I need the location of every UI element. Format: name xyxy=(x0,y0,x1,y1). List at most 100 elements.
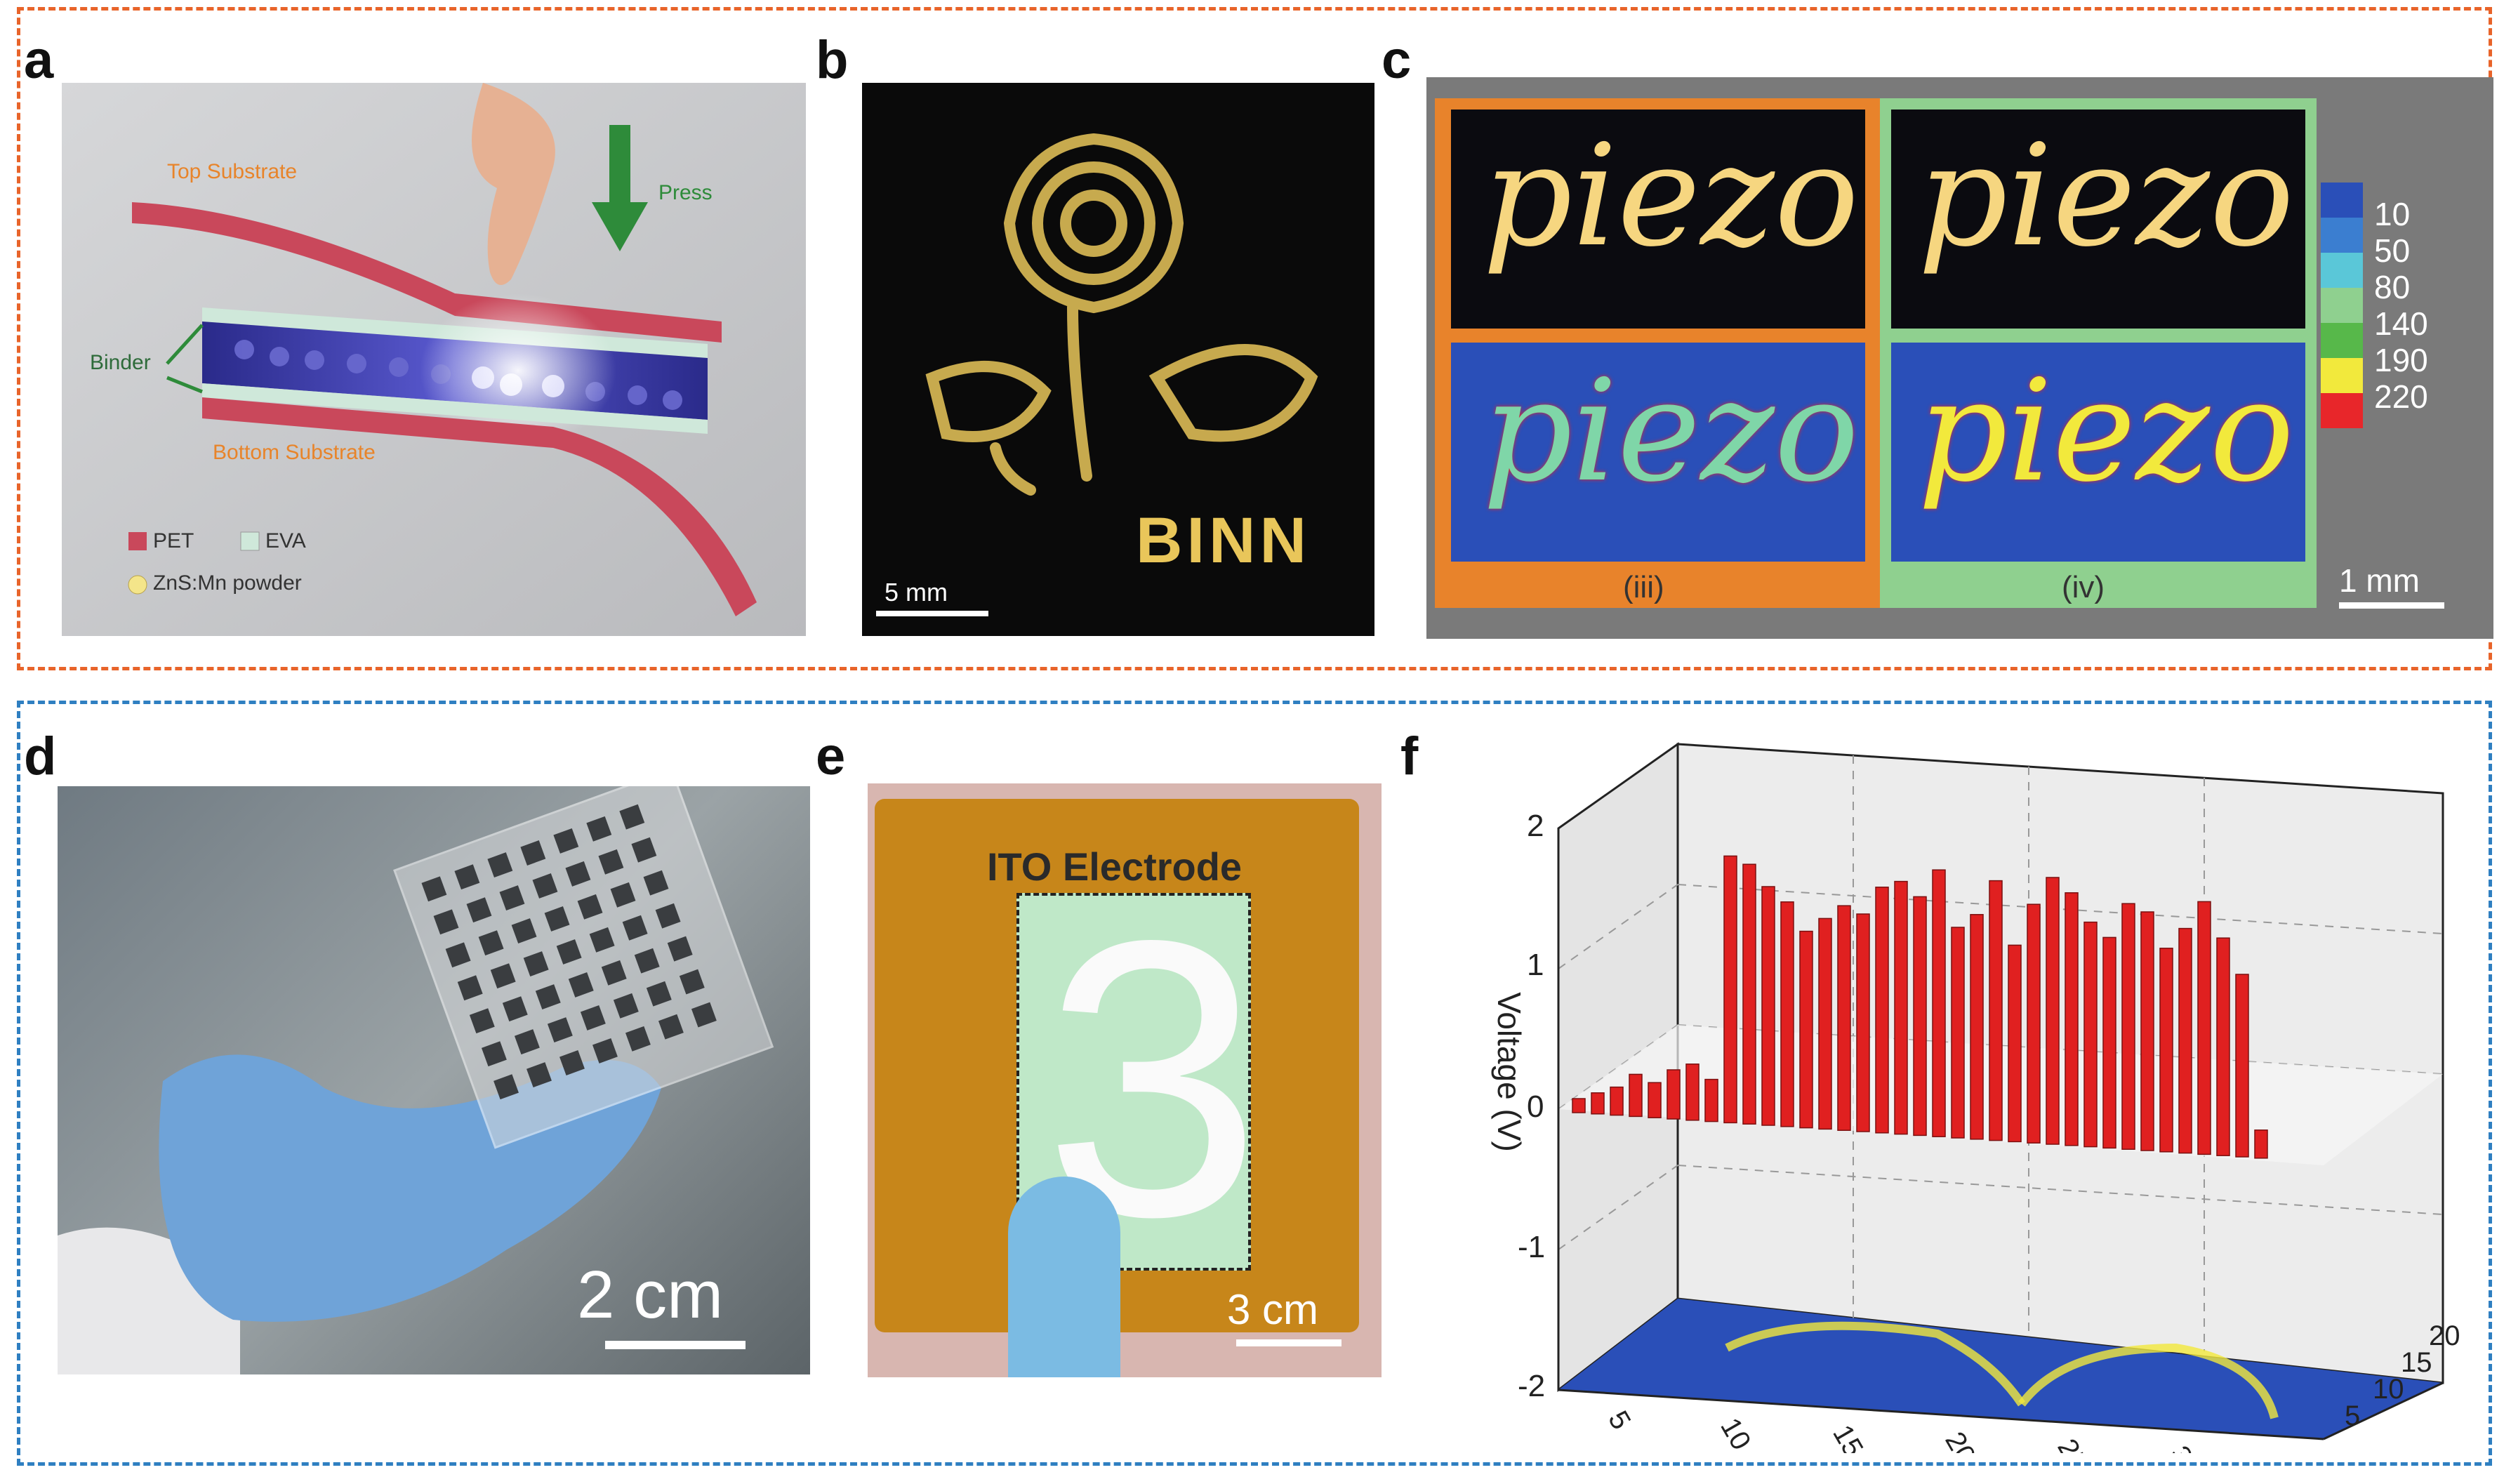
voltage-bar xyxy=(1667,1069,1681,1120)
voltage-bar xyxy=(2065,892,2079,1146)
finger xyxy=(472,83,555,285)
panel-letter-a: a xyxy=(24,30,54,90)
z-tick: -1 xyxy=(1518,1230,1546,1264)
x-tick: 35 xyxy=(2276,1448,2318,1454)
voltage-bar xyxy=(2197,901,2211,1155)
voltage-bar xyxy=(1818,917,1832,1130)
panel-b-photo: BINN 5 mm xyxy=(862,83,1374,636)
scale-bar-d xyxy=(605,1341,746,1349)
voltage-bar xyxy=(1913,896,1927,1137)
y-tick: 15 xyxy=(2401,1347,2432,1378)
voltage-bar xyxy=(1704,1078,1718,1122)
panel-letter-b: b xyxy=(816,30,849,90)
ito-electrode-label: ITO Electrode xyxy=(987,844,1243,889)
voltage-bar xyxy=(1761,886,1775,1126)
x-tick: 5 xyxy=(1602,1406,1636,1435)
colorbar-tick: 220 xyxy=(2374,378,2428,415)
panel-e-photo: ITO Electrode 3 3 cm xyxy=(868,783,1382,1377)
bottom-row-frame xyxy=(17,701,2492,1466)
voltage-bar xyxy=(1799,930,1813,1129)
voltage-bar xyxy=(2102,936,2116,1149)
binder-label: Binder xyxy=(90,351,151,374)
panel-c-mapping: piezo piezo piezo piezo (iii) (iv) 10 50… xyxy=(1426,77,2493,639)
scale-label-c: 1 mm xyxy=(2339,562,2420,599)
hand-holding-array xyxy=(58,786,774,1374)
x-tick: 30 xyxy=(2164,1441,2206,1454)
voltage-bar xyxy=(1837,905,1851,1131)
device-schematic xyxy=(62,83,806,636)
legend-eva: EVA xyxy=(265,529,306,552)
voltage-bar xyxy=(1685,1064,1700,1121)
voltage-bar xyxy=(1875,887,1889,1134)
rose-luminescence xyxy=(925,133,1318,496)
bottom-substrate-label: Bottom Substrate xyxy=(213,441,376,464)
voltage-bar xyxy=(2140,911,2154,1151)
label-iii: (iii) xyxy=(1623,570,1664,604)
y-axis-label: Voltage (V) xyxy=(1491,992,1528,1152)
legend-powder: ZnS:Mn powder xyxy=(153,571,302,595)
voltage-bar xyxy=(2159,948,2173,1153)
voltage-bar xyxy=(1970,914,1984,1140)
voltage-bar xyxy=(1780,901,1794,1127)
binn-text: BINN xyxy=(1136,505,1311,576)
z-tick: 1 xyxy=(1527,948,1544,982)
scale-bar-c xyxy=(2339,602,2444,609)
colorbar-tick: 190 xyxy=(2374,342,2428,378)
voltage-bar xyxy=(1648,1082,1662,1118)
top-substrate-label: Top Substrate xyxy=(167,160,298,183)
voltage-bar xyxy=(2235,974,2249,1158)
voltage-bar xyxy=(1723,855,1737,1124)
z-tick: 2 xyxy=(1527,809,1544,843)
voltage-bar xyxy=(2254,1129,2268,1159)
voltage-bar xyxy=(1572,1098,1586,1113)
voltage-bar xyxy=(1856,913,1870,1132)
x-tick: 10 xyxy=(1714,1413,1756,1454)
scale-bar-e xyxy=(1236,1339,1341,1346)
bottom-substrate xyxy=(202,397,757,616)
voltage-bar xyxy=(2216,937,2230,1156)
panel-letter-c: c xyxy=(1382,30,1412,90)
voltage-bar xyxy=(1591,1092,1605,1115)
panel-letter-e: e xyxy=(816,727,846,786)
finger-e xyxy=(1008,1177,1120,1377)
panel-a-schematic: Top Substrate Press Binder Bottom Substr… xyxy=(62,83,806,636)
voltage-bar xyxy=(2046,877,2060,1145)
scale-bar-b xyxy=(876,611,988,616)
colorbar-tick: 80 xyxy=(2374,269,2411,305)
voltage-bar xyxy=(2178,927,2192,1154)
panel-letter-d: d xyxy=(24,727,57,786)
voltage-bar xyxy=(2008,944,2022,1143)
voltage-bar xyxy=(1742,863,1756,1125)
voltage-bar xyxy=(2121,903,2135,1150)
voltage-bar xyxy=(1610,1086,1624,1116)
y-tick: 20 xyxy=(2429,1320,2460,1351)
label-iv: (iv) xyxy=(2062,570,2105,604)
panel-d-photo: 2 cm xyxy=(58,786,810,1374)
handwriting-iii-map: piezo xyxy=(1483,350,1860,513)
voltage-bar xyxy=(2083,921,2098,1148)
scale-label-b: 5 mm xyxy=(885,578,948,607)
y-tick: 10 xyxy=(2373,1374,2404,1405)
scale-label-d: 2 cm xyxy=(577,1257,724,1332)
x-tick: 15 xyxy=(1827,1420,1869,1454)
flexible-array xyxy=(393,786,774,1149)
voltage-bar xyxy=(1989,880,2003,1141)
handwriting-iii-luminescence: piezo xyxy=(1483,114,1860,278)
press-arrow-icon xyxy=(592,125,648,251)
colorbar-tick: 10 xyxy=(2374,196,2411,232)
handwriting-iv-map: piezo xyxy=(1918,350,2295,513)
handwriting-iv-luminescence: piezo xyxy=(1918,114,2295,278)
panel-letter-f: f xyxy=(1400,727,1419,786)
colorbar-tick: 50 xyxy=(2374,232,2411,269)
z-tick: -2 xyxy=(1518,1369,1546,1403)
x-tick: 25 xyxy=(2051,1434,2093,1454)
press-label: Press xyxy=(658,181,713,204)
voltage-bar xyxy=(1894,880,1908,1135)
colorbar xyxy=(2321,183,2363,428)
scale-label-e: 3 cm xyxy=(1227,1286,1319,1333)
voltage-bar xyxy=(1951,927,1965,1139)
x-tick: 20 xyxy=(1939,1427,1981,1454)
voltage-bar xyxy=(1629,1073,1643,1118)
